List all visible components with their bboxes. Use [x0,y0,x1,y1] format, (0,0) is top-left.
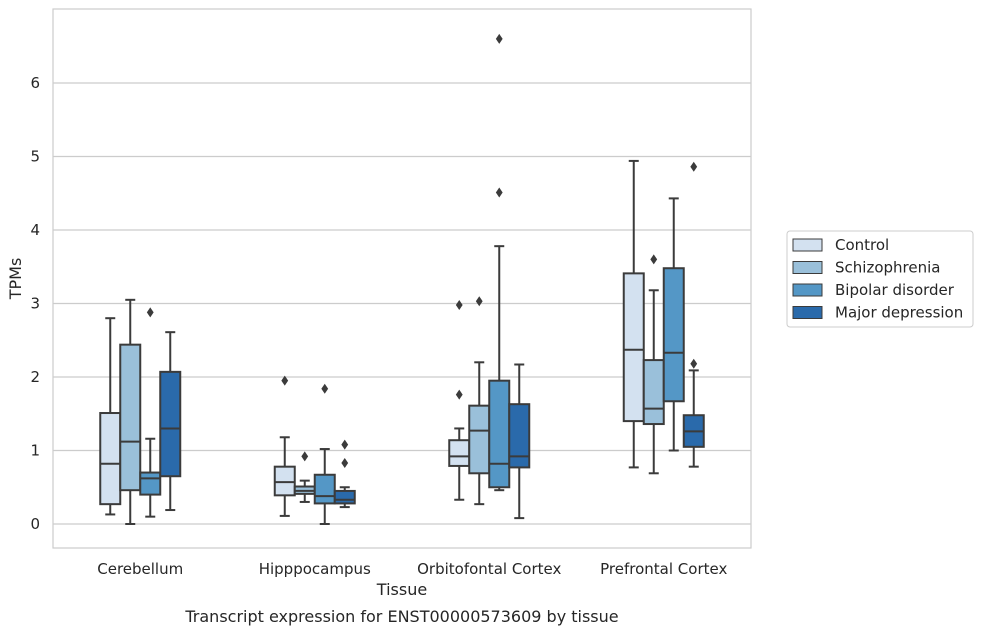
box-major-depression [333,439,356,509]
outlier-point [650,254,658,265]
x-tick-label: Prefrontal Cortex [600,560,727,578]
gridlines [53,82,751,525]
outlier-point [301,451,309,462]
legend-swatch [792,238,823,252]
box-body [488,379,511,489]
x-tick-labels: Cerebellum Hipppocampus Orbitofontal Corte… [97,560,727,578]
x-tick-label: Hipppocampus [259,560,371,578]
outlier-point [475,296,483,307]
legend-label: Bipolar disorder [835,281,955,299]
outlier-point [281,375,289,386]
outlier-point [690,161,698,172]
box-schizophrenia [468,296,491,506]
x-tick-label: Orbitofontal Cortex [417,560,561,578]
box-body [622,272,645,423]
box-bipolar-disorder [488,33,511,492]
box-body [139,471,162,496]
outlier-point [341,457,349,468]
box-body [333,489,356,505]
box-body [313,473,336,505]
outlier-point [690,358,698,369]
box-body [662,267,685,403]
y-tick-labels: 0 1 2 3 4 5 6 [30,74,40,533]
legend: Control Schizophrenia Bipolar disorder Majo… [786,230,974,328]
legend-frame [786,230,974,328]
outlier-point [341,439,349,450]
outlier-point [146,307,154,318]
box-body [468,404,491,475]
box-bipolar-disorder [313,383,336,525]
legend-label: Major depression [835,304,963,322]
box-schizophrenia [293,451,316,503]
box-major-depression [159,331,182,512]
outlier-point [455,299,463,310]
y-tick-label: 2 [30,368,40,386]
box-control [273,375,296,517]
chart-caption: Transcript expression for ENST0000057360… [184,607,618,626]
x-tick-label: Cerebellum [97,560,183,578]
box-schizophrenia [642,254,665,475]
box-schizophrenia [119,298,142,525]
legend-swatch [792,261,823,274]
legend-label: Control [835,236,889,254]
plot-frame [52,8,752,549]
box-body [273,465,296,497]
box-control [99,317,122,516]
y-tick-label: 5 [30,148,40,166]
y-tick-label: 0 [30,515,40,533]
box-body [99,412,122,506]
outlier-point [495,187,503,198]
y-axis-label: TPMs [6,258,25,301]
box-bipolar-disorder [139,307,162,518]
box-body [119,343,142,492]
x-axis-label: Tissue [376,580,427,599]
box-major-depression [682,161,705,468]
y-tick-label: 6 [30,74,40,92]
legend-label: Schizophrenia [835,259,940,277]
box-body [508,403,531,469]
box-control [448,299,471,501]
box-body [642,359,665,426]
outlier-point [455,389,463,400]
box-major-depression [508,363,531,520]
outlier-point [321,383,329,394]
y-tick-label: 1 [30,442,40,460]
outlier-point [495,33,503,44]
box-bipolar-disorder [662,197,685,452]
legend-swatch [792,283,823,297]
box-body [159,370,182,478]
legend-swatch [792,306,823,319]
box-control [622,159,645,469]
boxes [99,33,705,525]
y-tick-label: 4 [30,221,40,239]
box-body [448,439,471,467]
y-tick-label: 3 [30,295,40,313]
